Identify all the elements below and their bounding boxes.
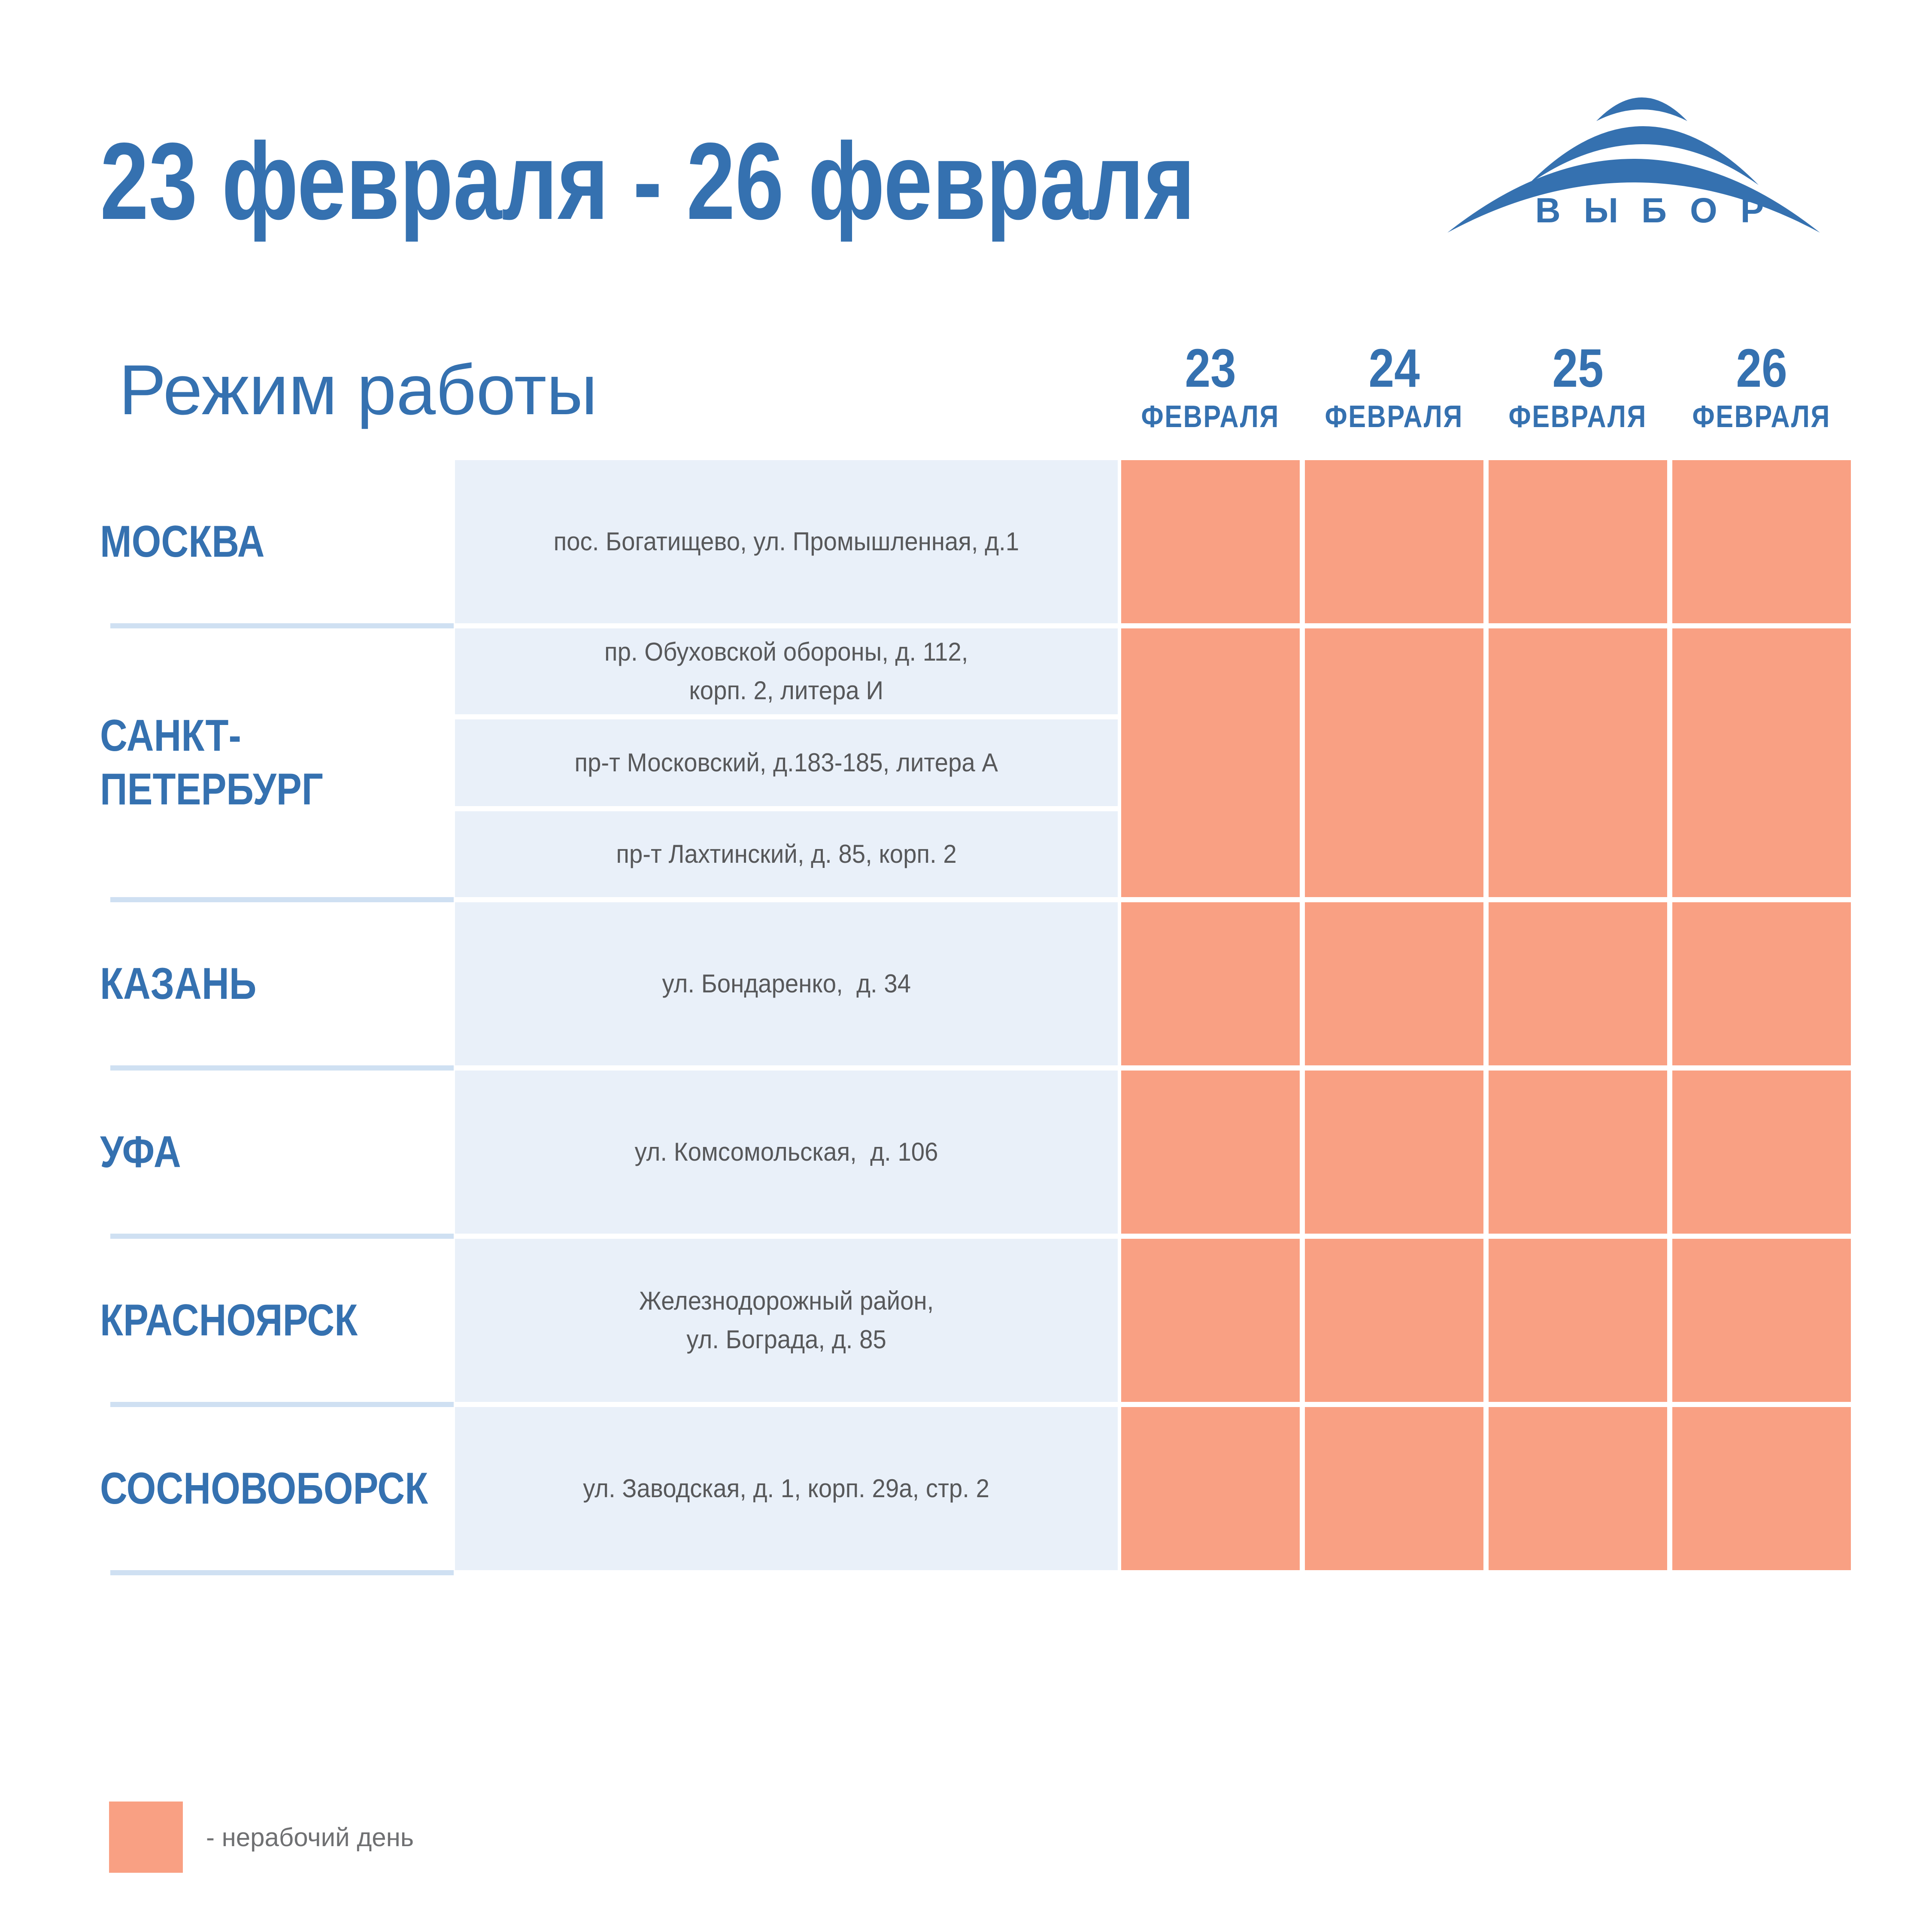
nonworking-day-cell bbox=[1489, 1239, 1667, 1402]
logo-swoosh-medium-icon bbox=[1528, 126, 1759, 185]
nonworking-day-cell bbox=[1121, 1239, 1300, 1402]
nonworking-day-cell bbox=[1121, 1071, 1300, 1234]
city-label-kazan: КАЗАНЬ bbox=[100, 958, 257, 1009]
day-header-24: 24 ФЕВРАЛЯ bbox=[1305, 338, 1483, 434]
nonworking-day-cell bbox=[1121, 1407, 1300, 1570]
day-number: 26 bbox=[1736, 338, 1787, 398]
nonworking-day-cell bbox=[1121, 628, 1300, 897]
city-label-krasnoyarsk: КРАСНОЯРСК bbox=[100, 1295, 358, 1345]
page-title: 23 февраля - 26 февраля bbox=[100, 120, 1195, 243]
row-divider bbox=[110, 1570, 454, 1575]
address-cell: Железнодорожный район, ул. Бограда, д. 8… bbox=[455, 1239, 1118, 1402]
nonworking-day-cell bbox=[1672, 628, 1851, 897]
nonworking-day-cell bbox=[1672, 1239, 1851, 1402]
day-month-label: ФЕВРАЛЯ bbox=[1692, 400, 1831, 434]
day-month-label: ФЕВРАЛЯ bbox=[1508, 400, 1647, 434]
row-divider bbox=[110, 1234, 454, 1239]
day-month-label: ФЕВРАЛЯ bbox=[1141, 400, 1280, 434]
day-month-label: ФЕВРАЛЯ bbox=[1325, 400, 1464, 434]
address-cell: пр-т Московский, д.183-185, литера А bbox=[455, 719, 1118, 806]
city-label-moskva: МОСКВА bbox=[100, 516, 265, 567]
address-cell: ул. Бондаренко, д. 34 bbox=[455, 902, 1118, 1065]
legend-label: - нерабочий день bbox=[206, 1823, 414, 1852]
address-cell: ул. Заводская, д. 1, корп. 29а, стр. 2 bbox=[455, 1407, 1118, 1570]
nonworking-day-cell bbox=[1305, 460, 1483, 623]
section-title: Режим работы bbox=[119, 350, 597, 429]
logo-brand-text: ВЫБОР bbox=[1535, 191, 1787, 230]
row-divider bbox=[110, 897, 454, 902]
nonworking-day-cell bbox=[1305, 1407, 1483, 1570]
day-header-26: 26 ФЕВРАЛЯ bbox=[1672, 338, 1851, 434]
day-number: 24 bbox=[1368, 338, 1420, 398]
nonworking-day-cell bbox=[1305, 902, 1483, 1065]
nonworking-day-cell bbox=[1305, 1071, 1483, 1234]
row-divider bbox=[110, 1065, 454, 1071]
address-cell: пр-т Лахтинский, д. 85, корп. 2 bbox=[455, 811, 1118, 897]
logo-swoosh-small-icon bbox=[1596, 97, 1687, 121]
row-divider bbox=[110, 1402, 454, 1407]
nonworking-day-cell bbox=[1121, 460, 1300, 623]
legend-nonworking-swatch bbox=[109, 1802, 183, 1873]
day-number: 25 bbox=[1552, 338, 1604, 398]
city-label-sosnovoborsk: СОСНОВОБОРСК bbox=[100, 1463, 428, 1513]
nonworking-day-cell bbox=[1489, 1071, 1667, 1234]
row-divider bbox=[110, 623, 454, 628]
nonworking-day-cell bbox=[1305, 1239, 1483, 1402]
nonworking-day-cell bbox=[1672, 460, 1851, 623]
day-header-25: 25 ФЕВРАЛЯ bbox=[1489, 338, 1667, 434]
nonworking-day-cell bbox=[1121, 902, 1300, 1065]
nonworking-day-cell bbox=[1305, 628, 1483, 897]
address-cell: пр. Обуховской обороны, д. 112, корп. 2,… bbox=[455, 628, 1118, 714]
nonworking-day-cell bbox=[1672, 1071, 1851, 1234]
nonworking-day-cell bbox=[1672, 902, 1851, 1065]
day-number: 23 bbox=[1185, 338, 1236, 398]
address-cell: пос. Богатищево, ул. Промышленная, д.1 bbox=[455, 460, 1118, 623]
nonworking-day-cell bbox=[1489, 1407, 1667, 1570]
nonworking-day-cell bbox=[1489, 902, 1667, 1065]
city-label-sankt-peterburg: САНКТ- ПЕТЕРБУРГ bbox=[100, 711, 323, 814]
address-cell: ул. Комсомольская, д. 106 bbox=[455, 1071, 1118, 1234]
logo-swoosh-large-icon bbox=[1447, 159, 1820, 233]
nonworking-day-cell bbox=[1489, 628, 1667, 897]
day-header-23: 23 ФЕВРАЛЯ bbox=[1121, 338, 1300, 434]
city-label-ufa: УФА bbox=[100, 1127, 181, 1177]
nonworking-day-cell bbox=[1489, 460, 1667, 623]
nonworking-day-cell bbox=[1672, 1407, 1851, 1570]
vybor-logo: ВЫБОР bbox=[1447, 97, 1820, 233]
